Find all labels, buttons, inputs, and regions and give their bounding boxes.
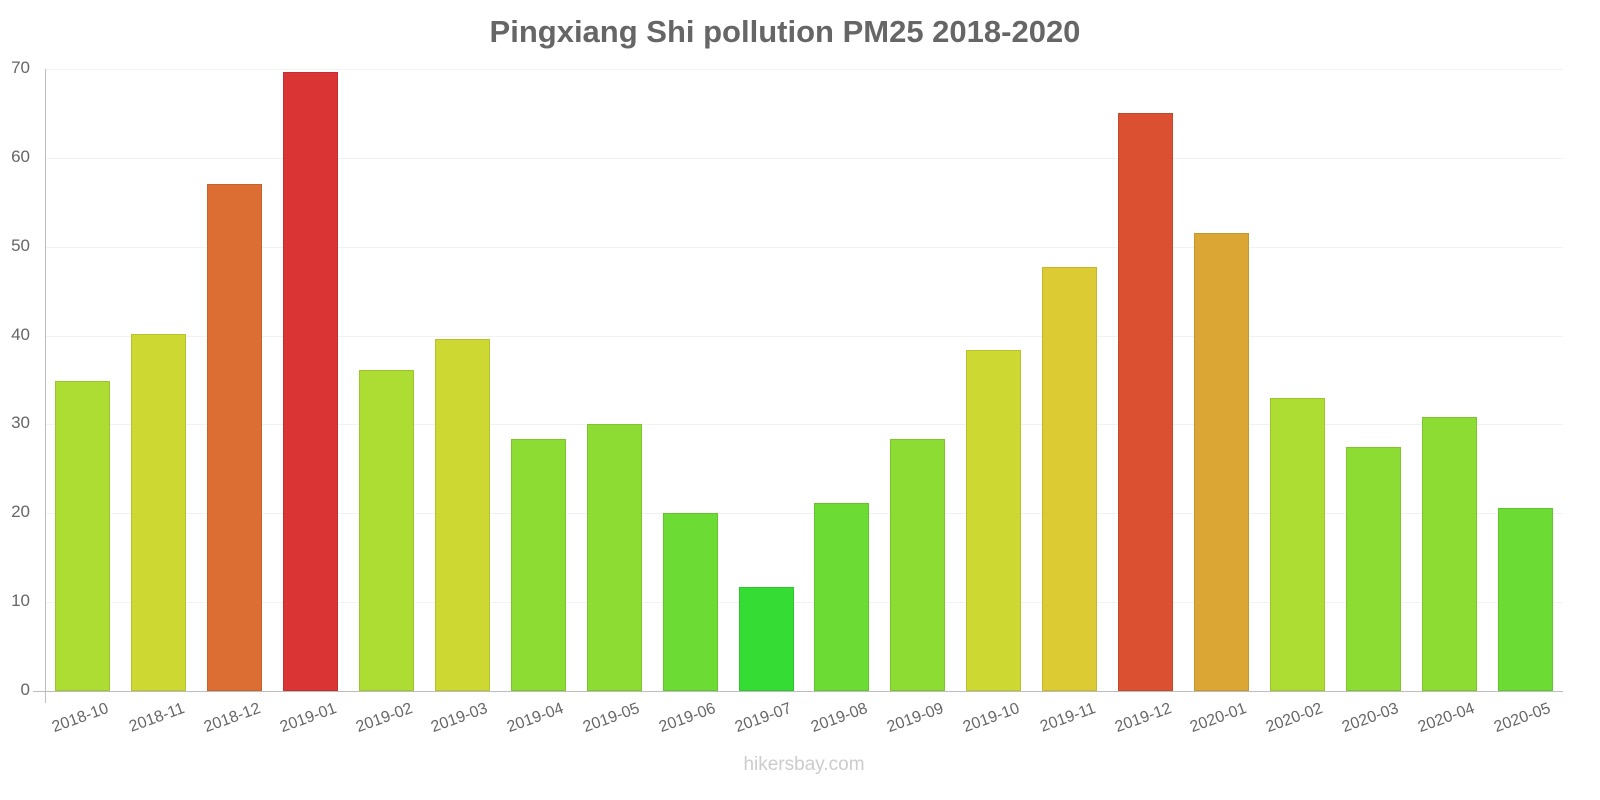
- gridline: [45, 513, 1563, 515]
- bar-2018-12[interactable]: [207, 183, 263, 691]
- bar-2018-10[interactable]: [55, 380, 111, 691]
- gridline: [45, 157, 1563, 159]
- gridline: [45, 424, 1563, 426]
- bar-2019-11[interactable]: [1042, 267, 1098, 691]
- bar-2020-04[interactable]: [1421, 417, 1477, 691]
- x-axis-line: [33, 691, 1563, 692]
- y-tick-label: 0: [20, 680, 30, 699]
- bar-2020-01[interactable]: [1193, 233, 1249, 691]
- y-axis-line: [45, 69, 46, 703]
- bar-2020-03[interactable]: [1345, 446, 1401, 691]
- bar-2020-02[interactable]: [1269, 397, 1325, 691]
- bar-2019-07[interactable]: [738, 587, 794, 691]
- bar-2019-04[interactable]: [510, 438, 566, 691]
- y-tick-label: 70: [11, 58, 30, 77]
- y-tick-label: 20: [11, 502, 30, 522]
- gridline: [45, 69, 1563, 70]
- bar-2019-06[interactable]: [662, 513, 718, 691]
- watermark: hikersbay.com: [743, 754, 865, 775]
- bar-2019-03[interactable]: [434, 339, 490, 691]
- bar-2020-05[interactable]: [1497, 507, 1553, 691]
- bar-2019-09[interactable]: [890, 438, 946, 691]
- gridline: [45, 246, 1563, 248]
- y-tick-label: 60: [11, 146, 30, 166]
- bar-2019-12[interactable]: [1118, 113, 1174, 691]
- bar-2019-08[interactable]: [814, 502, 870, 691]
- bar-2019-10[interactable]: [966, 349, 1022, 691]
- gridline: [45, 335, 1563, 337]
- y-tick-label: 50: [11, 235, 30, 255]
- y-tick-label: 10: [11, 591, 30, 611]
- bar-2018-11[interactable]: [131, 333, 187, 691]
- y-tick-label: 40: [11, 324, 30, 344]
- bar-2019-05[interactable]: [586, 424, 642, 691]
- y-tick-label: 30: [11, 413, 30, 433]
- bar-2019-02[interactable]: [359, 370, 415, 691]
- gridline: [45, 602, 1563, 604]
- bar-2019-01[interactable]: [283, 71, 339, 691]
- chart-title: Pingxiang Shi pollution PM25 2018-2020: [489, 14, 1081, 49]
